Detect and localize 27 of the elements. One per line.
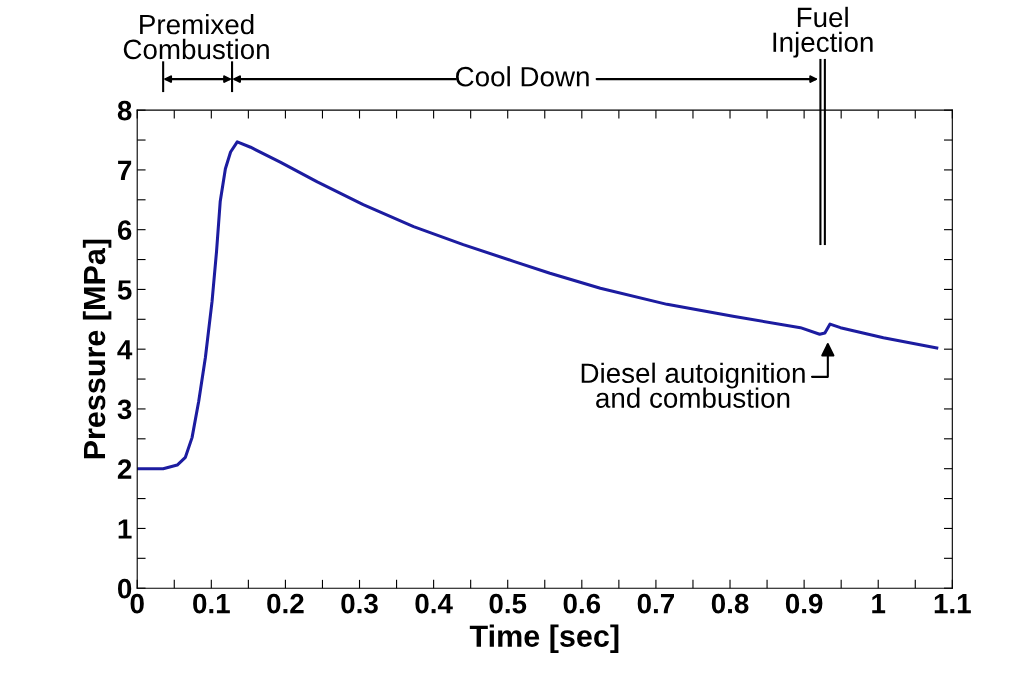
text: Cool Down <box>456 66 589 87</box>
x-tick-label: 0.2 <box>267 593 304 614</box>
y-tick-label: 8 <box>117 100 132 121</box>
x-tick-label: 1 <box>872 594 886 614</box>
x-tick-label: 0.1 <box>193 593 230 614</box>
x-tick-label: 0.3 <box>341 593 378 614</box>
y-tick-label: 4 <box>117 340 133 360</box>
y-tick-label: 6 <box>117 220 132 241</box>
text: Premixed Combustion <box>123 13 269 60</box>
y-axis-title: Pressure [MPa] <box>82 239 112 459</box>
x-tick-label: 0.5 <box>489 593 527 614</box>
annotation: Diesel autoignition and combustion <box>581 362 805 408</box>
x-tick-label: 0.7 <box>637 593 675 614</box>
ref-line-label: Fuel Injection <box>773 6 873 58</box>
y-tick-label: 2 <box>117 459 132 479</box>
x-tick-label: 0.6 <box>563 593 601 614</box>
y-tick-label: 3 <box>117 399 132 420</box>
y-tick-label: 5 <box>117 280 132 300</box>
y-tick-label: 7 <box>118 160 132 180</box>
y-tick-label: 0 <box>118 578 132 599</box>
x-tick-label: 0.9 <box>785 593 823 614</box>
line-series <box>137 140 939 471</box>
x-axis-title: Time [sec] <box>469 624 619 653</box>
x-tick-label: 1.1 <box>934 594 971 614</box>
x-tick-label: 0.8 <box>711 593 749 614</box>
x-tick-label: 0.4 <box>415 593 453 614</box>
y-tick-label: 1 <box>118 519 132 539</box>
